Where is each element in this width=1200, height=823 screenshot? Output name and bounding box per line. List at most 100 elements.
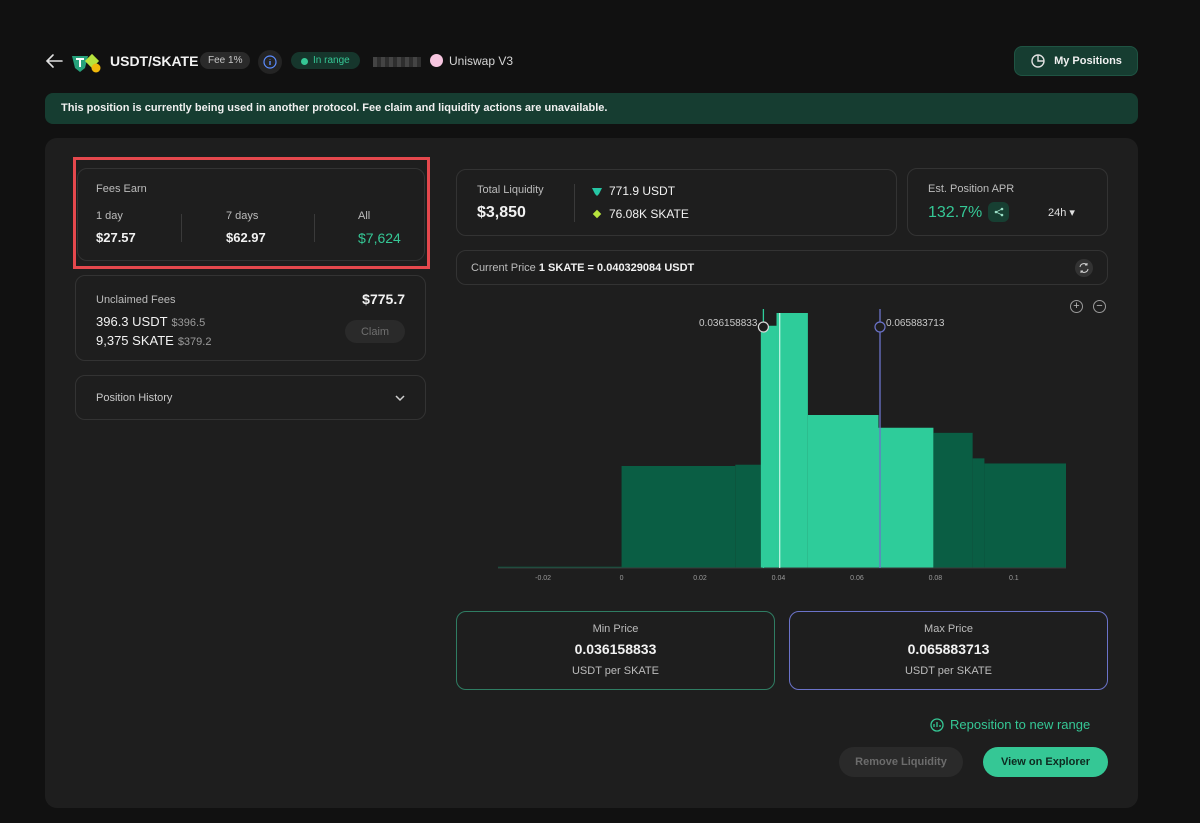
min-price-value: 0.036158833 [574,641,657,657]
fees-1day: 1 day $27.57 [96,210,136,245]
max-price-handle [874,321,886,333]
max-price-box: Max Price 0.065883713 USDT per SKATE [789,611,1108,690]
chevron-down-icon [395,395,405,402]
fees-earn-highlight-box [73,157,430,269]
position-history-dropdown[interactable]: Position History [75,375,426,420]
fees-7days: 7 days $62.97 [226,210,266,245]
x-tick-label: 0.02 [693,575,707,582]
current-price-value: 1 SKATE = 0.040329084 USDT [538,262,695,274]
status-badge-label: In range [313,55,350,66]
remove-liquidity-button[interactable]: Remove Liquidity [839,747,963,777]
zoom-in-icon[interactable]: + [1070,300,1083,313]
apr-title: Est. Position APR [928,183,1015,195]
fees-earn-title: Fees Earn [96,183,147,195]
fees-earn-card: Fees Earn 1 day $27.57 7 days $62.97 All… [77,168,425,261]
liquidity-bar [807,415,879,568]
liquidity-skate-amount: 76.08K SKATE [609,207,689,221]
unclaimed-fees-card: Unclaimed Fees $775.7 396.3 USDT $396.5 9… [75,275,426,361]
fees-7days-value: $62.97 [226,230,266,245]
liquidity-token-usdt: 771.9 USDT [592,184,675,198]
fees-all: All $7,624 [358,210,401,246]
liquidity-bar [984,463,1066,568]
fees-7days-label: 7 days [226,210,259,222]
max-price-label: Max Price [924,623,973,635]
max-price-line-label: 0.065883713 [886,318,945,329]
x-tick-label: 0 [620,575,624,582]
unclaimed-amount: 9,375 SKATE [96,333,174,348]
liquidity-usdt-amount: 771.9 USDT [609,184,676,198]
info-icon[interactable] [258,50,282,74]
fees-1day-label: 1 day [96,210,123,222]
liquidity-bar [621,466,736,568]
position-history-title: Position History [96,392,173,404]
status-dot-icon [301,58,308,65]
divider [574,184,575,222]
caret-down-icon: ▾ [1069,207,1075,219]
total-liquidity-title: Total Liquidity [477,184,544,196]
min-price-handle [757,321,770,333]
total-liquidity-card: Total Liquidity $3,850 771.9 USDT 76.08K… [456,169,897,236]
unclaimed-row-usdt: 396.3 USDT $396.5 [96,314,205,329]
pie-chart-icon [1031,54,1045,68]
reposition-icon [930,717,944,732]
unclaimed-usd: $379.2 [177,336,212,348]
share-icon[interactable] [988,202,1009,222]
unclaimed-fees-total: $775.7 [362,291,405,307]
position-apr-card: Est. Position APR 132.7% 24h ▾ [907,168,1108,236]
liquidity-bar [776,313,808,568]
divider [181,214,182,242]
fees-all-label: All [358,210,371,222]
liquidity-bar [878,427,934,568]
page-header: USDT/SKATE Fee 1% In range Uniswap V3 My… [45,45,1138,77]
min-price-unit: USDT per SKATE [571,665,659,677]
unclaimed-fees-title: Unclaimed Fees [96,294,176,306]
liquidity-distribution-chart: -0.02 0 0.02 0.04 0.06 0.08 0.1 0.036158833 0.06… [498,309,1066,582]
claim-button[interactable]: Claim [345,320,405,343]
x-tick-label: 0.04 [772,575,786,582]
uniswap-icon [430,54,443,67]
max-price-value: 0.065883713 [907,641,990,657]
status-badge: In range [291,52,360,69]
apr-period-select[interactable]: 24h ▾ [1048,206,1075,219]
liquidity-bar [735,464,761,568]
min-price-line-label: 0.036158833 [699,318,758,329]
x-tick-label: 0.06 [850,575,864,582]
x-tick-label: -0.02 [535,575,551,582]
liquidity-bar [760,325,777,568]
protocol-warning-banner: This position is currently being used in… [45,93,1138,124]
apr-value: 132.7% [928,204,983,221]
divider [314,214,315,242]
protocol-label: Uniswap V3 [449,54,514,68]
back-arrow-icon[interactable] [45,53,63,69]
my-positions-button[interactable]: My Positions [1014,46,1138,76]
min-price-box: Min Price 0.036158833 USDT per SKATE [456,611,775,690]
fees-all-value: $7,624 [358,230,401,246]
liquidity-token-skate: 76.08K SKATE [592,207,689,221]
skate-icon [592,209,602,219]
reposition-label: Reposition to new range [950,717,1091,732]
usdt-icon [592,188,602,196]
view-on-explorer-button[interactable]: View on Explorer [983,747,1108,777]
current-price-text: Current Price 1 SKATE = 0.040329084 USDT [471,262,694,274]
x-tick-label: 0.1 [1009,575,1019,582]
total-liquidity-value: $3,850 [477,204,526,221]
max-price-unit: USDT per SKATE [904,665,992,677]
unclaimed-usd: $396.5 [171,317,206,329]
unclaimed-row-skate: 9,375 SKATE $379.2 [96,333,211,348]
reposition-link[interactable]: Reposition to new range [930,717,1090,732]
apr-period-label: 24h [1048,207,1067,219]
current-price-bar: Current Price 1 SKATE = 0.040329084 USDT [456,250,1108,285]
current-price-label: Current Price [471,262,536,274]
unclaimed-amount: 396.3 USDT [96,314,168,329]
pair-title: USDT/SKATE [110,53,199,69]
zoom-out-icon[interactable]: − [1093,300,1106,313]
liquidity-bar [933,432,973,568]
redacted-address [373,57,421,67]
min-price-label: Min Price [592,623,639,635]
liquidity-bar [972,458,985,568]
swap-direction-icon[interactable] [1075,259,1093,277]
fee-badge: Fee 1% [200,52,251,69]
pair-token-icon [72,53,101,73]
fees-1day-value: $27.57 [96,230,136,245]
my-positions-label: My Positions [1054,55,1122,67]
